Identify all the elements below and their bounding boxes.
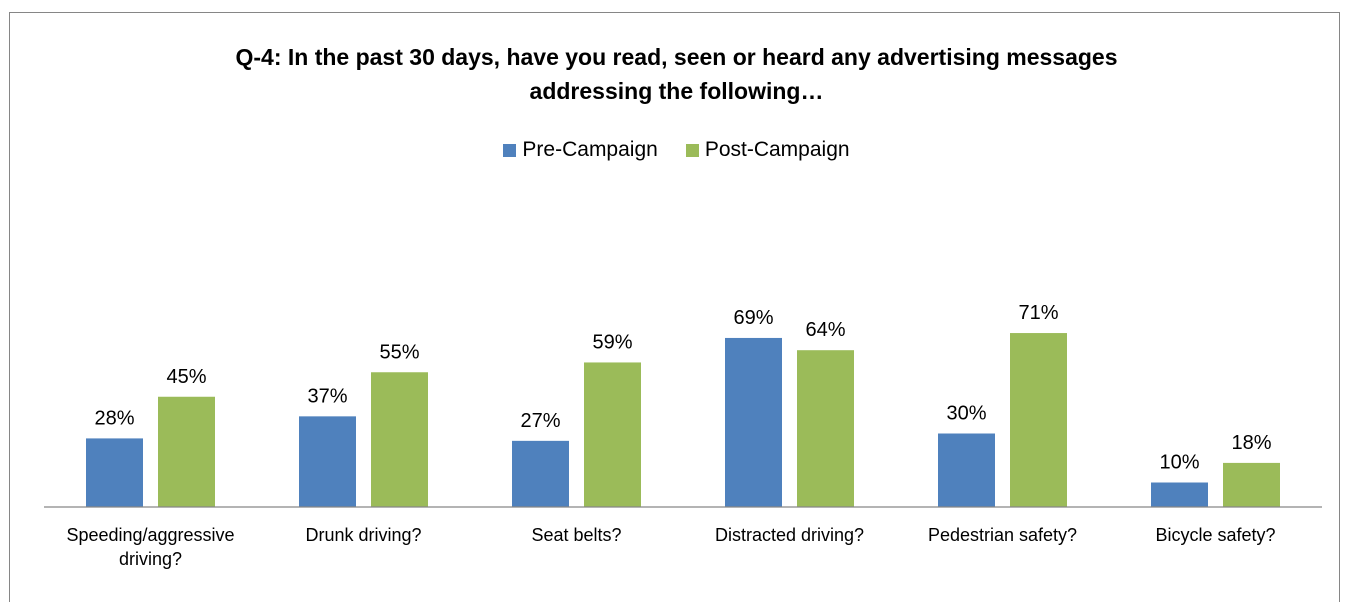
data-label-post-campaign-4: 71% — [1018, 302, 1058, 324]
category-label-0-line-1: driving? — [119, 549, 182, 569]
data-label-post-campaign-0: 45% — [166, 366, 206, 388]
data-label-pre-campaign-3: 69% — [733, 307, 773, 329]
legend-label-pre-campaign: Pre-Campaign — [522, 138, 658, 161]
category-label-3: Distracted driving? — [715, 525, 864, 545]
data-label-pre-campaign-2: 27% — [520, 410, 560, 432]
bar-post-campaign-3 — [797, 350, 854, 507]
category-label-0-line-0: Speeding/aggressive — [66, 525, 234, 545]
data-label-pre-campaign-0: 28% — [94, 407, 134, 429]
bar-pre-campaign-0 — [86, 438, 143, 507]
chart-legend: Pre-Campaign Post-Campaign — [0, 138, 1353, 162]
data-label-pre-campaign-5: 10% — [1159, 452, 1199, 474]
category-label-5: Bicycle safety? — [1155, 525, 1275, 545]
bar-pre-campaign-4 — [938, 433, 995, 507]
chart-title: Q-4: In the past 30 days, have you read,… — [0, 40, 1353, 108]
data-label-post-campaign-2: 59% — [592, 331, 632, 353]
bar-pre-campaign-3 — [725, 337, 782, 507]
data-label-post-campaign-3: 64% — [805, 319, 845, 341]
category-label-2: Seat belts? — [531, 525, 621, 545]
legend-swatch-pre-campaign — [503, 143, 517, 157]
bar-post-campaign-2 — [584, 362, 641, 507]
chart-title-line-2: addressing the following… — [529, 78, 824, 104]
bar-post-campaign-5 — [1223, 462, 1280, 507]
bar-post-campaign-1 — [371, 372, 428, 507]
category-label-4: Pedestrian safety? — [928, 525, 1077, 545]
data-label-post-campaign-5: 18% — [1231, 432, 1271, 454]
data-label-pre-campaign-4: 30% — [946, 403, 986, 425]
bar-pre-campaign-1 — [299, 416, 356, 507]
legend-item-pre-campaign: Pre-Campaign — [503, 138, 658, 162]
chart-frame — [9, 12, 1340, 602]
legend-label-post-campaign: Post-Campaign — [704, 138, 850, 161]
category-label-1: Drunk driving? — [305, 525, 421, 545]
bar-post-campaign-4 — [1010, 333, 1067, 507]
legend-swatch-post-campaign — [685, 143, 699, 157]
bar-post-campaign-0 — [158, 396, 215, 507]
chart-title-line-1: Q-4: In the past 30 days, have you read,… — [235, 44, 1118, 70]
bar-pre-campaign-5 — [1151, 482, 1208, 507]
data-label-post-campaign-1: 55% — [379, 341, 419, 363]
data-label-pre-campaign-1: 37% — [307, 385, 347, 407]
legend-item-post-campaign: Post-Campaign — [685, 138, 850, 162]
bar-pre-campaign-2 — [512, 440, 569, 507]
